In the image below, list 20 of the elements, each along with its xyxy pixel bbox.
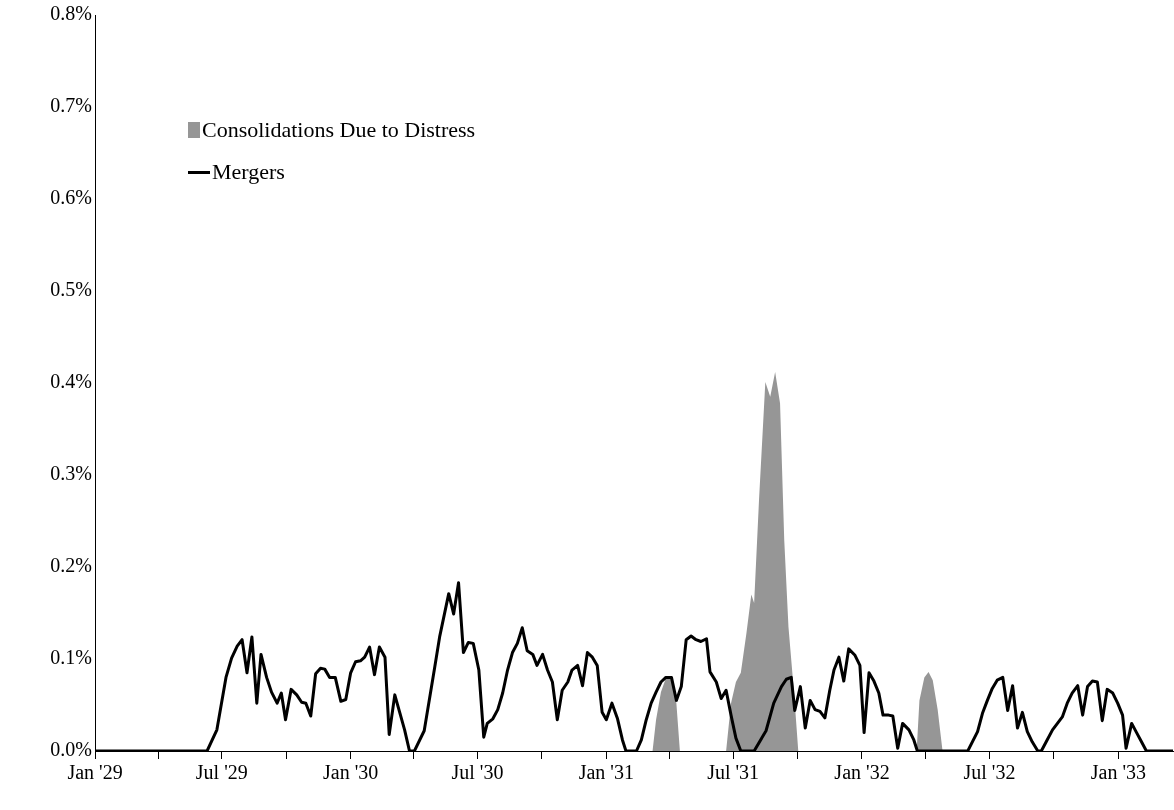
x-tick-label: Jan '33 [1090, 761, 1146, 784]
y-tick-label: 0.6% [50, 186, 92, 209]
legend-label: Mergers [212, 159, 285, 185]
x-tick-label: Jan '29 [67, 761, 123, 784]
x-tick-label: Jul '32 [963, 761, 1016, 784]
x-tick-label: Jan '30 [323, 761, 379, 784]
y-tick-label: 0.2% [50, 554, 92, 577]
y-tick-label: 0.4% [50, 370, 92, 393]
y-tick-label: 0.0% [50, 738, 92, 761]
y-tick-label: 0.3% [50, 462, 92, 485]
x-tick-label: Jan '32 [834, 761, 890, 784]
y-tick-label: 0.8% [50, 2, 92, 25]
x-tick-label: Jan '31 [578, 761, 634, 784]
x-tick-label: Jul '30 [451, 761, 504, 784]
y-tick-label: 0.1% [50, 646, 92, 669]
legend-label: Consolidations Due to Distress [202, 117, 476, 143]
y-tick-label: 0.7% [50, 94, 92, 117]
y-tick-label: 0.5% [50, 278, 92, 301]
x-tick-label: Jul '29 [195, 761, 248, 784]
x-tick-label: Jul '31 [707, 761, 760, 784]
